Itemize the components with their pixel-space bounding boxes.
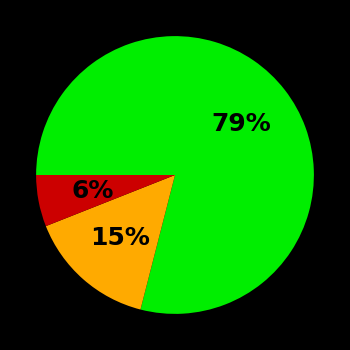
- Text: 79%: 79%: [211, 112, 271, 136]
- Wedge shape: [36, 175, 175, 226]
- Text: 15%: 15%: [90, 225, 150, 250]
- Text: 6%: 6%: [72, 178, 114, 203]
- Wedge shape: [46, 175, 175, 309]
- Wedge shape: [36, 36, 314, 314]
